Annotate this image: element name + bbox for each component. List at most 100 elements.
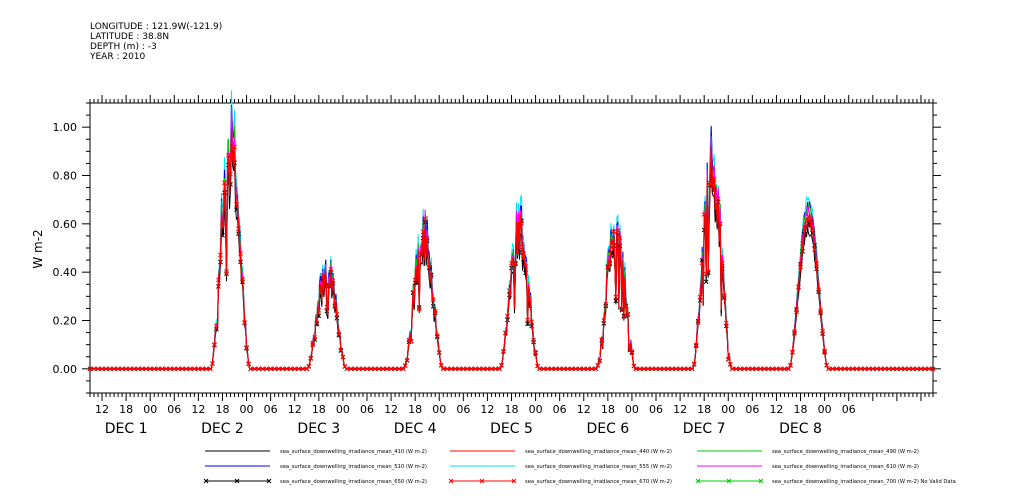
legend-marker xyxy=(266,478,272,484)
series-marker xyxy=(649,366,655,372)
series-marker xyxy=(95,366,101,372)
series-marker xyxy=(292,366,298,372)
series-marker xyxy=(721,293,727,298)
x-tick-label: 00 xyxy=(529,403,543,416)
x-tick-label: 00 xyxy=(625,403,639,416)
series-marker xyxy=(677,366,683,372)
series-marker xyxy=(404,357,410,363)
series-marker xyxy=(525,321,530,327)
series-marker xyxy=(597,358,603,364)
x-tick-label: 12 xyxy=(288,403,302,416)
series-marker xyxy=(820,328,825,334)
x-tick-label: 06 xyxy=(745,403,759,416)
series-marker xyxy=(147,366,153,372)
series-marker xyxy=(188,366,193,372)
series-marker xyxy=(384,366,390,372)
legend-marker xyxy=(203,478,209,484)
day-labels: DEC 1 DEC 2 DEC 3 DEC 4 DEC 5 DEC 6 DEC 7 DEC 8 xyxy=(105,421,822,437)
series-marker xyxy=(699,260,705,266)
series-marker xyxy=(691,361,697,367)
series-marker xyxy=(204,366,209,372)
series-marker xyxy=(226,153,231,158)
series-marker xyxy=(252,366,257,372)
series-marker xyxy=(356,366,362,372)
series-layer xyxy=(87,90,936,372)
series-marker xyxy=(352,366,358,372)
series-marker xyxy=(111,366,117,372)
series-marker xyxy=(434,333,440,339)
x-tick-label: 00 xyxy=(432,403,446,416)
series-marker xyxy=(637,366,643,372)
series-marker xyxy=(288,366,294,372)
series-marker xyxy=(268,366,273,372)
series-marker xyxy=(930,366,936,372)
x-tick-label: 18 xyxy=(794,403,808,416)
x-tick-label: 00 xyxy=(336,403,350,416)
series-marker xyxy=(364,366,370,372)
series-marker xyxy=(762,366,767,372)
legend-label: sea_surface_downwelling_irradiance_mean_… xyxy=(525,479,672,485)
series-marker xyxy=(246,361,251,367)
series-marker xyxy=(272,366,278,372)
series-marker xyxy=(906,366,912,372)
series-marker xyxy=(228,171,233,177)
series-marker xyxy=(312,334,318,340)
header-info: LONGITUDE : 121.9W(-121.9) LATITUDE : 38… xyxy=(90,22,222,62)
series-marker xyxy=(501,348,506,354)
series-marker xyxy=(410,289,416,295)
series-marker xyxy=(238,251,243,256)
series-marker xyxy=(561,366,567,372)
series-marker xyxy=(420,229,426,235)
series-marker xyxy=(607,260,613,266)
series-marker xyxy=(334,311,340,317)
series-marker xyxy=(613,298,619,304)
series-marker xyxy=(750,366,755,372)
plot-frame xyxy=(89,102,934,394)
series-marker xyxy=(733,366,739,372)
series-marker xyxy=(212,342,217,347)
series-marker xyxy=(107,366,113,372)
series-marker xyxy=(729,366,735,372)
series-marker xyxy=(432,308,438,314)
series-marker xyxy=(179,366,185,372)
series-marker xyxy=(669,366,675,372)
legend-label: sea_surface_downwelling_irradiance_mean_… xyxy=(772,479,956,485)
series-marker xyxy=(123,366,129,372)
legend-marker xyxy=(758,478,764,484)
depth-text: DEPTH (m) : -3 xyxy=(90,42,157,52)
series-marker xyxy=(557,366,563,372)
series-marker xyxy=(846,366,852,372)
series-marker xyxy=(541,366,546,372)
series-marker xyxy=(553,366,559,372)
series-marker xyxy=(300,366,306,372)
series-marker xyxy=(452,366,458,372)
series-marker xyxy=(240,276,245,282)
series-marker xyxy=(854,366,860,372)
series-marker xyxy=(444,366,450,372)
series-marker xyxy=(822,348,827,354)
series-marker xyxy=(380,366,386,372)
series-marker xyxy=(609,238,615,244)
x-tick-label: 00 xyxy=(721,403,735,416)
series-marker xyxy=(481,366,486,372)
series-marker xyxy=(792,329,797,334)
series-marker xyxy=(585,366,591,372)
series-marker xyxy=(806,214,811,220)
series-marker xyxy=(513,260,518,266)
day-label: DEC 5 xyxy=(490,421,533,437)
series-marker xyxy=(256,366,261,372)
series-marker xyxy=(244,345,249,350)
series-marker xyxy=(196,366,201,372)
series-marker xyxy=(456,366,462,372)
series-marker xyxy=(537,366,542,372)
series-marker xyxy=(284,366,290,372)
series-marker xyxy=(360,366,366,372)
series-marker xyxy=(723,320,729,326)
series-marker xyxy=(438,363,444,368)
series-marker xyxy=(830,366,835,372)
series-marker xyxy=(216,277,221,283)
series-marker xyxy=(653,366,659,372)
series-marker xyxy=(810,226,815,232)
legend-marker xyxy=(479,478,485,484)
x-tick-label: 18 xyxy=(119,403,133,416)
